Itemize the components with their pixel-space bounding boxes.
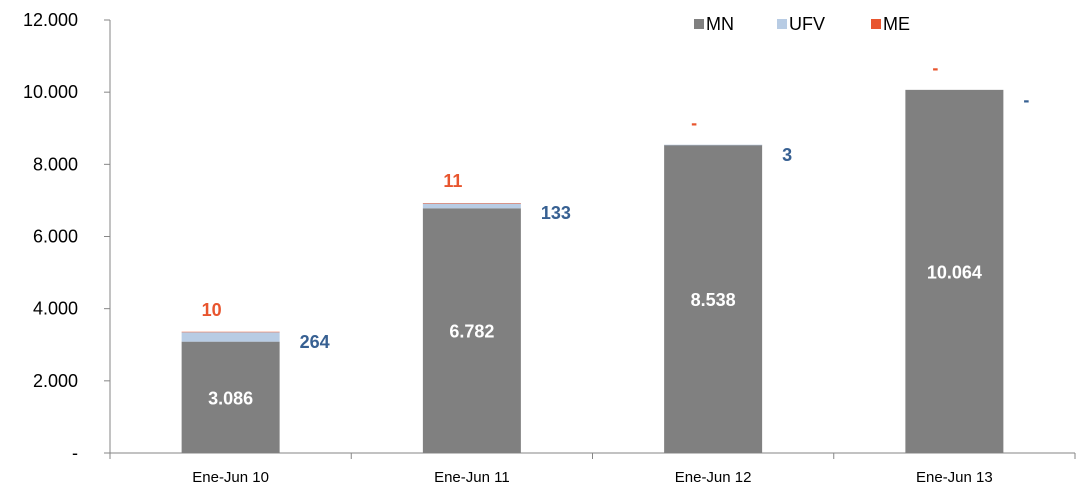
data-label-ufv: 264: [300, 332, 330, 352]
bar-me: [181, 331, 280, 333]
legend-swatch-ufv: [777, 19, 787, 29]
y-tick-label: 8.000: [33, 154, 78, 174]
x-tick-label: Ene-Jun 12: [675, 469, 752, 486]
y-tick-label: 6.000: [33, 227, 78, 247]
y-tick-label: -: [72, 443, 78, 463]
chart-legend: MN UFV ME: [694, 14, 910, 34]
data-label-me: -: [932, 58, 938, 78]
data-label-ufv: 3: [782, 145, 792, 165]
data-label-ufv: -: [1023, 90, 1029, 110]
bar-ufv: [181, 332, 280, 342]
bar-mn: [905, 89, 1004, 453]
chart-axes: - 2.000 4.000 6.000 8.000 10.000 12.000 Ene-Jun…: [23, 10, 1076, 486]
bar-mn: [181, 341, 280, 453]
chart-data-labels: 3.086 10 264 6.782 11 133 8.538 - 3 10.064 - -: [202, 58, 1030, 408]
bar-ufv: [664, 144, 763, 146]
data-label-mn: 6.782: [449, 322, 494, 342]
data-label-me: 10: [202, 300, 222, 320]
y-tick-label: 2.000: [33, 371, 78, 391]
data-label-mn: 8.538: [691, 290, 736, 310]
bar-mn: [422, 208, 521, 453]
data-label-me: -: [691, 113, 697, 133]
x-tick-label: Ene-Jun 11: [434, 469, 510, 486]
y-tick-label: 12.000: [23, 10, 78, 30]
legend-swatch-mn: [694, 19, 704, 29]
chart-bars: [181, 89, 1004, 453]
x-tick-label: Ene-Jun 13: [916, 469, 993, 486]
x-tick-label: Ene-Jun 10: [192, 469, 269, 486]
y-tick-label: 10.000: [23, 82, 78, 102]
legend-label-ufv: UFV: [789, 14, 825, 34]
legend-label-mn: MN: [706, 14, 734, 34]
bar-ufv: [422, 203, 521, 209]
legend-label-me: ME: [883, 14, 910, 34]
data-label-me: 11: [443, 171, 462, 191]
data-label-ufv: 133: [541, 203, 571, 223]
bar-mn: [664, 144, 763, 453]
y-tick-label: 4.000: [33, 299, 78, 319]
legend-swatch-me: [871, 19, 881, 29]
bar-me: [422, 203, 521, 204]
data-label-mn: 3.086: [208, 388, 253, 408]
data-label-mn: 10.064: [927, 262, 982, 282]
